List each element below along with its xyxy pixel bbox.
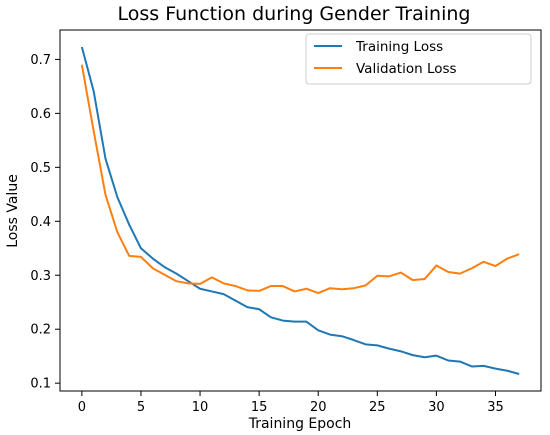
x-axis: 0 5 10 15 20 25 30 35 xyxy=(78,391,504,415)
y-axis-label: Loss Value xyxy=(5,174,21,248)
y-tick-label: 0.6 xyxy=(30,107,51,122)
x-axis-label: Training Epoch xyxy=(248,416,352,432)
y-tick-label: 0.5 xyxy=(30,161,51,176)
y-tick-label: 0.7 xyxy=(30,53,51,68)
x-tick-label: 35 xyxy=(487,400,504,415)
x-tick-label: 5 xyxy=(137,400,145,415)
x-tick-label: 20 xyxy=(310,400,327,415)
series-line-training-loss xyxy=(80,46,520,375)
legend-box xyxy=(305,33,532,85)
series-line-validation-loss xyxy=(80,64,520,295)
plot-area xyxy=(59,29,542,392)
y-tick-label: 0.1 xyxy=(30,377,51,392)
x-tick-label: 30 xyxy=(428,400,445,415)
series-lines xyxy=(80,46,520,375)
y-tick-label: 0.4 xyxy=(30,215,51,230)
y-tick-label: 0.3 xyxy=(30,269,51,284)
x-tick-label: 10 xyxy=(192,400,209,415)
x-tick-label: 0 xyxy=(78,400,86,415)
legend-label-training-loss: Training Loss xyxy=(355,39,443,55)
chart-title: Loss Function during Gender Training xyxy=(118,3,471,25)
x-tick-label: 15 xyxy=(251,400,268,415)
legend-label-validation-loss: Validation Loss xyxy=(356,61,457,77)
y-axis: 0.1 0.2 0.3 0.4 0.5 0.6 0.7 xyxy=(30,53,60,392)
x-tick-label: 25 xyxy=(369,400,386,415)
y-tick-label: 0.2 xyxy=(30,323,51,338)
legend: Training Loss Validation Loss xyxy=(305,33,532,85)
